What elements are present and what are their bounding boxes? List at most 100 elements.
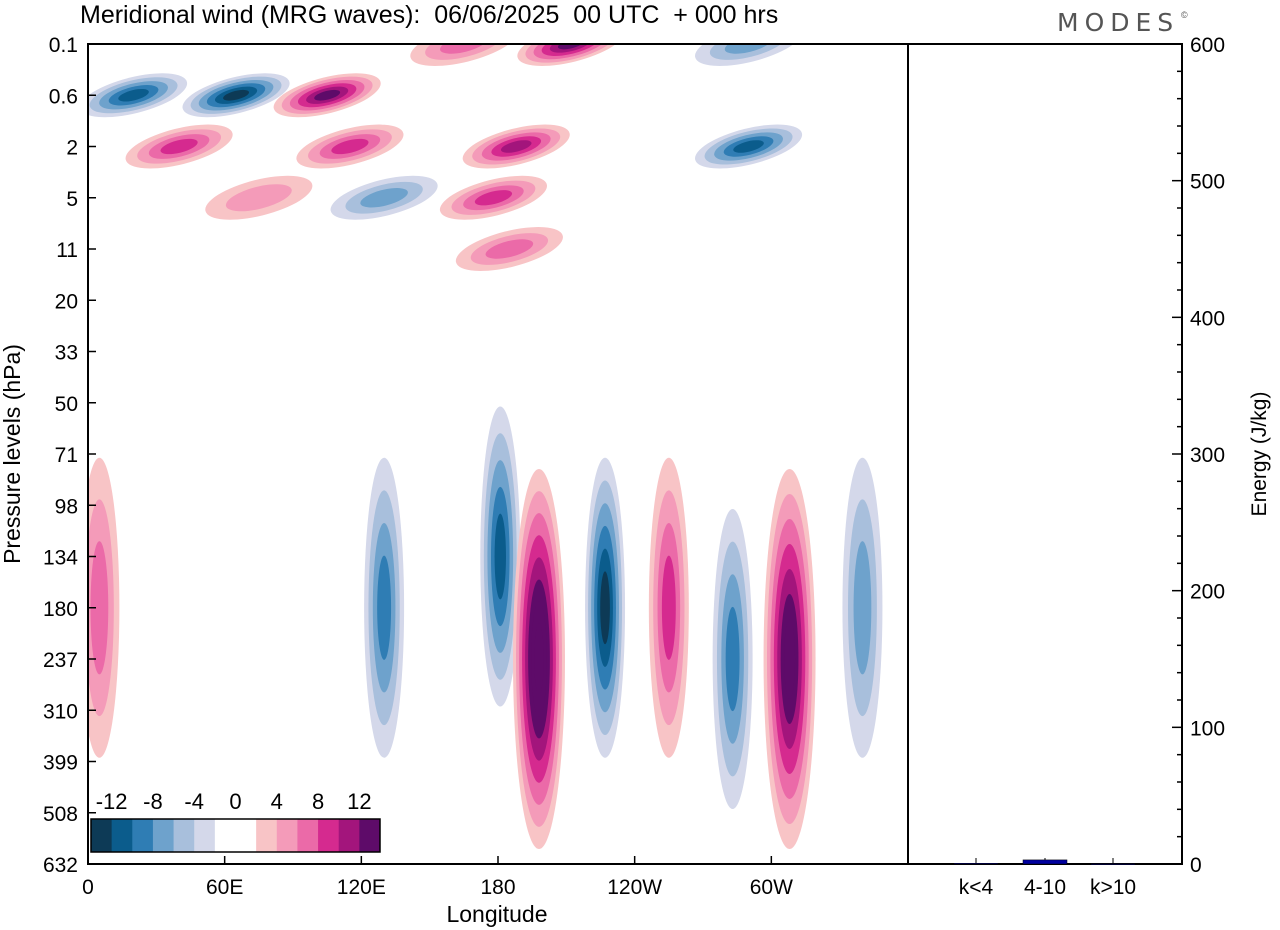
y-tick-label: 237 (43, 649, 78, 672)
contour-level (494, 513, 506, 600)
bar-y-tick-label: 400 (1190, 307, 1225, 330)
colorbar-swatch (338, 819, 360, 852)
anomaly-blob (585, 457, 626, 758)
colorbar-swatch (214, 819, 236, 852)
bar (1022, 859, 1068, 865)
colorbar-frame (90, 818, 381, 853)
contour-level (661, 555, 676, 660)
contour-level (474, 190, 513, 206)
chart-title: Meridional wind (MRG waves): 06/06/2025 … (80, 1, 779, 29)
contour-level (534, 623, 544, 695)
anomaly-blob (88, 73, 188, 118)
colorbar-swatch (132, 819, 154, 852)
contour-level (225, 184, 292, 212)
anomaly-blob (648, 457, 689, 758)
colorbar-label: 12 (347, 789, 371, 814)
anomaly-blob (296, 124, 404, 169)
anomaly-blob (695, 124, 803, 169)
colorbar-swatch (359, 819, 381, 852)
contour-level (485, 239, 534, 259)
contour-level (557, 44, 584, 50)
y-tick-label: 5 (66, 188, 78, 211)
anomaly-blob (455, 227, 563, 271)
anomaly-blob (205, 175, 313, 220)
anomaly-blob (273, 73, 381, 118)
contour-level (784, 619, 796, 699)
bar-category-label: k<4 (959, 876, 994, 899)
contour-level (314, 89, 341, 101)
anomaly-blob (513, 469, 565, 849)
colorbar-label: 0 (229, 789, 241, 814)
colorbar-swatch (173, 819, 195, 852)
colorbar-swatch (235, 819, 257, 852)
anomaly-blob (842, 457, 883, 758)
y-tick-label: 11 (56, 239, 78, 262)
x-tick-label: 0 (82, 876, 94, 899)
bar-y-tick-label: 300 (1190, 444, 1225, 467)
brand-mark: © (1181, 10, 1188, 20)
y-tick-label: 33 (55, 342, 78, 365)
contour-level (118, 88, 149, 102)
contour-level (725, 606, 740, 712)
anomaly-blob (462, 124, 570, 169)
colorbar-label: 8 (312, 789, 324, 814)
colorbar-label: -12 (96, 789, 128, 814)
y-axis-label: Pressure levels (hPa) (0, 344, 25, 564)
y-tick-label: 0.1 (49, 34, 78, 57)
bar-category-label: k>10 (1090, 876, 1136, 899)
x-tick-label: 60W (750, 876, 793, 899)
y-tick-label: 310 (43, 700, 78, 723)
bar-y-axis-label: Energy (J/kg) (1248, 392, 1271, 517)
x-tick-label: 180 (480, 876, 515, 899)
y-tick-label: 399 (43, 752, 78, 775)
bar-y-tick-label: 0 (1190, 854, 1202, 877)
bar-y-tick-label: 600 (1190, 34, 1225, 57)
anomaly-blob (480, 406, 521, 707)
y-tick-label: 20 (55, 290, 78, 313)
colorbar-swatch (152, 819, 175, 852)
contour-level (90, 541, 109, 675)
bar (953, 863, 999, 865)
heatmap-field (88, 44, 883, 849)
contour-level (160, 138, 198, 155)
bar (1090, 863, 1136, 865)
y-tick-label: 632 (43, 854, 78, 877)
colorbar-swatch (276, 819, 298, 852)
contour-level (377, 555, 392, 660)
anomaly-blob (182, 73, 290, 118)
contour-level (500, 140, 532, 153)
brand-logo: MODES (1057, 8, 1180, 37)
bar-y-tick-label: 500 (1190, 171, 1225, 194)
colorbar-label: -8 (143, 789, 163, 814)
y-tick-label: 508 (43, 803, 78, 826)
bar-category-label: 4-10 (1024, 876, 1066, 899)
anomaly-blob (330, 175, 438, 220)
y-tick-label: 2 (66, 137, 78, 160)
colorbar-swatch (194, 819, 216, 852)
anomaly-blob (125, 124, 233, 169)
bar-y-tick-label: 200 (1190, 581, 1225, 604)
contour-level (360, 187, 408, 208)
colorbar-label: -4 (184, 789, 204, 814)
contour-level (853, 541, 872, 675)
contour-level (223, 89, 250, 101)
colorbar-swatch (318, 819, 340, 852)
anomaly-blob (763, 469, 816, 849)
x-tick-label: 60E (206, 876, 243, 899)
y-tick-label: 71 (55, 444, 78, 467)
colorbar-swatch (111, 819, 133, 852)
colorbar-swatch (91, 819, 113, 852)
anomaly-blob (439, 175, 547, 220)
y-tick-label: 50 (55, 393, 78, 416)
bar-y-tick-label: 100 (1190, 717, 1225, 740)
y-tick-label: 0.6 (49, 85, 78, 108)
y-tick-label: 134 (43, 547, 78, 570)
anomaly-blob (364, 457, 405, 758)
colorbar: -12 -8 -4 0 4 8 12 (90, 789, 381, 853)
anomaly-blob (712, 509, 753, 809)
colorbar-swatch (297, 819, 319, 852)
contour-level (733, 140, 764, 153)
x-tick-label: 120W (607, 876, 662, 899)
